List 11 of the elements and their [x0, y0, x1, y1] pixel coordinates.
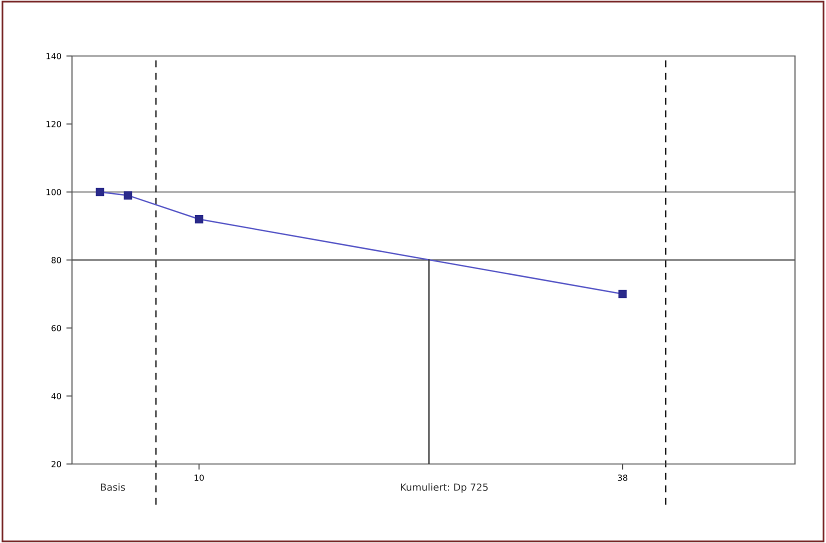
x-tick-label: 10 — [194, 474, 204, 481]
y-tick-label: 20 — [52, 460, 62, 468]
text: Basis — [100, 483, 125, 491]
y-tick-label: 120 — [46, 120, 62, 128]
y-tick-label: 40 — [51, 392, 62, 400]
x-tick-label: 38 — [618, 474, 628, 481]
y-tick-label: 140 — [46, 52, 62, 60]
text: Kumuliert: Dp 725 — [400, 483, 488, 493]
y-tick-label: 60 — [52, 324, 62, 332]
y-tick-label: 100 — [46, 188, 62, 196]
y-tick-label: 80 — [52, 256, 62, 264]
